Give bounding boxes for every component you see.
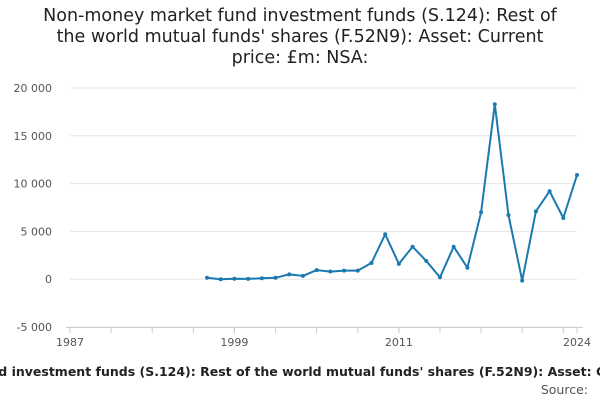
chart-title: Non-money market fund investment funds (… bbox=[0, 6, 600, 69]
data-point[interactable] bbox=[273, 275, 278, 280]
data-point[interactable] bbox=[300, 273, 305, 278]
data-point[interactable] bbox=[520, 278, 525, 283]
x-axis: 1987 1999 2011 2024 bbox=[56, 327, 591, 349]
data-point[interactable] bbox=[259, 276, 264, 281]
data-point[interactable] bbox=[533, 209, 538, 214]
y-tick-label: 20 000 bbox=[14, 82, 53, 95]
gridlines bbox=[70, 87, 577, 328]
data-point[interactable] bbox=[465, 265, 470, 270]
x-tick-label: 2024 bbox=[563, 336, 591, 349]
data-point[interactable] bbox=[232, 276, 237, 281]
x-tick-label: 2011 bbox=[385, 336, 413, 349]
data-point[interactable] bbox=[410, 244, 415, 249]
data-point[interactable] bbox=[287, 272, 292, 277]
y-tick-label: 5 000 bbox=[21, 225, 53, 238]
data-point[interactable] bbox=[451, 244, 456, 249]
source-label: Source: bbox=[540, 382, 588, 397]
chart-title-line-3: price: £m: NSA: bbox=[231, 48, 369, 68]
data-point[interactable] bbox=[328, 269, 333, 274]
data-point[interactable] bbox=[246, 276, 251, 281]
x-tick-label: 1999 bbox=[220, 336, 248, 349]
data-point[interactable] bbox=[575, 172, 579, 177]
x-axis-title-container: Non-money market fund investment funds (… bbox=[0, 364, 600, 384]
chart-title-line-2: the world mutual funds' shares (F.52N9):… bbox=[56, 27, 544, 47]
chart-title-line-1: Non-money market fund investment funds (… bbox=[43, 6, 557, 26]
data-point[interactable] bbox=[369, 260, 374, 265]
series-layer bbox=[205, 102, 579, 283]
data-point[interactable] bbox=[205, 275, 210, 280]
data-point[interactable] bbox=[355, 268, 360, 273]
y-axis-tick-labels: -5 000 0 5 000 10 000 15 000 20 000 bbox=[14, 82, 53, 334]
y-tick-label: 0 bbox=[45, 273, 52, 286]
data-point[interactable] bbox=[437, 275, 442, 280]
data-point[interactable] bbox=[479, 210, 484, 215]
data-point[interactable] bbox=[218, 277, 223, 282]
data-point[interactable] bbox=[492, 102, 497, 107]
y-tick-label: 10 000 bbox=[14, 178, 53, 191]
data-point[interactable] bbox=[396, 261, 401, 266]
data-point[interactable] bbox=[561, 216, 566, 221]
data-point[interactable] bbox=[547, 189, 552, 194]
x-tick-label: 1987 bbox=[56, 336, 84, 349]
data-point[interactable] bbox=[314, 268, 319, 273]
x-axis-title: Non-money market fund investment funds (… bbox=[0, 364, 600, 379]
y-tick-label: 15 000 bbox=[14, 130, 53, 143]
data-point[interactable] bbox=[424, 259, 429, 264]
y-tick-label: -5 000 bbox=[17, 321, 52, 334]
data-point[interactable] bbox=[342, 268, 347, 273]
series-line bbox=[206, 103, 578, 282]
data-point[interactable] bbox=[383, 232, 388, 237]
data-point[interactable] bbox=[506, 213, 511, 218]
